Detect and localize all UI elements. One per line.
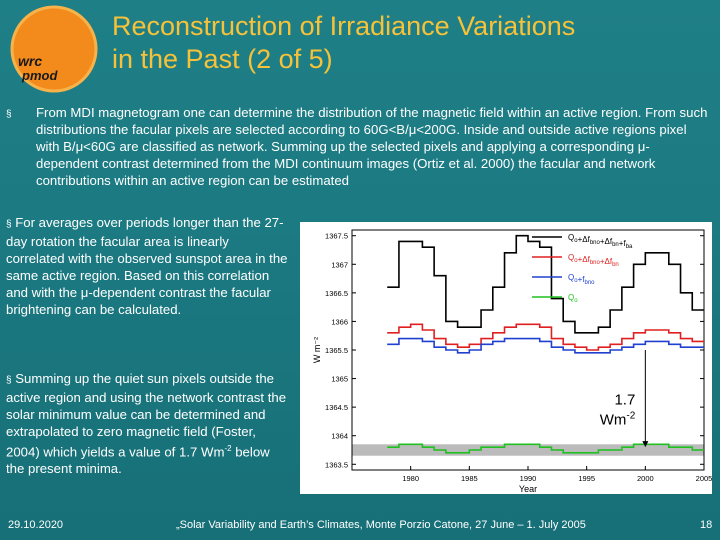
x-tick-label: 1995	[578, 474, 595, 483]
legend-text: Q	[568, 273, 574, 282]
legend-entry-1: Qo+Δfbno+Δfbn	[568, 253, 619, 268]
bullet-text-b: below the present minima.	[6, 444, 270, 477]
bullet-text: From MDI magnetogram one can determine t…	[36, 105, 708, 188]
bullet-text: For averages over periods longer than th…	[6, 215, 288, 317]
x-axis-label: Year	[519, 484, 537, 494]
legend-subscript: bno	[590, 260, 601, 266]
sun-icon	[12, 7, 96, 91]
bullet-mark: §	[6, 219, 12, 230]
footer-conference: „Solar Variability and Earth’s Climates,…	[176, 519, 586, 531]
legend-subscript: o	[574, 238, 578, 244]
annotation-arrow-icon	[642, 441, 649, 448]
legend-subscript: bn	[612, 262, 619, 268]
y-tick-label: 1365.5	[325, 346, 348, 355]
footer-date: 29.10.2020	[8, 519, 64, 531]
y-tick-label: 1366.5	[325, 289, 348, 298]
y-tick-label: 1367.5	[325, 232, 348, 241]
title-line-1: Reconstruction of Irradiance Variations	[112, 11, 576, 41]
y-tick-label: 1366	[331, 317, 348, 326]
plot-frame	[351, 229, 705, 471]
x-tick-label: 1985	[461, 474, 478, 483]
x-tick-label: 2000	[637, 474, 654, 483]
title-line-2: in the Past (2 of 5)	[112, 44, 333, 74]
bullet-text-sup: -2	[224, 444, 232, 453]
legend-text: Q	[568, 253, 574, 262]
bullet-facular-correlation: § For averages over periods longer than …	[6, 214, 291, 318]
bullet-magnetogram: § From MDI magnetogram one can determine…	[6, 104, 714, 188]
minimum-band	[352, 444, 704, 456]
slide-title: Reconstruction of Irradiance Variations …	[112, 10, 712, 76]
y-tick-label: 1363.5	[325, 460, 348, 469]
legend-subscript: bn	[612, 242, 619, 248]
series-line-1	[387, 323, 704, 351]
legend-subscript: o	[574, 258, 578, 264]
legend-subscript: o	[574, 298, 578, 304]
series-line-0	[387, 234, 704, 334]
legend-text: +Δf	[578, 235, 591, 244]
logo-text-pmod: pmod	[21, 68, 58, 83]
legend-subscript: bno	[584, 280, 595, 286]
y-tick-label: 1367	[331, 260, 348, 269]
y-tick-label: 1364.5	[325, 403, 348, 412]
y-tick-label: 1365	[331, 375, 348, 384]
legend-text: +f	[578, 275, 586, 284]
annotation-unit-sup: -2	[626, 410, 635, 421]
logo-text-wrc: wrc	[18, 53, 42, 69]
legend-text: +f	[619, 239, 627, 248]
footer-page-number: 18	[700, 519, 713, 531]
legend-subscript: ba	[626, 244, 633, 250]
legend-text: Q	[568, 233, 574, 242]
bullet-mark: §	[6, 375, 12, 386]
bullet-text-a: Summing up the quiet sun pixels outside …	[6, 371, 287, 460]
irradiance-chart: 1363.5 1364 1364.5 1365 1365.5 1366 1366.5 1367…	[300, 222, 712, 494]
y-axis-label: W m⁻²	[312, 337, 322, 363]
legend-text: Q	[568, 293, 574, 302]
legend-text: +Δf	[600, 257, 613, 266]
series-line-2	[387, 337, 704, 354]
legend-subscript: bno	[590, 240, 601, 246]
x-tick-label: 1990	[520, 474, 537, 483]
annotation-value: 1.7	[614, 391, 635, 408]
pmod-wrc-logo: wrc pmod	[10, 5, 98, 93]
y-tick-label: 1364	[331, 432, 348, 441]
x-tick-label: 1980	[402, 474, 419, 483]
legend-entry-3: Qo	[568, 293, 578, 304]
bullet-quiet-sun: § Summing up the quiet sun pixels outsid…	[6, 370, 291, 477]
legend-text: +Δf	[600, 237, 613, 246]
legend-subscript: o	[574, 278, 578, 284]
annotation-unit: Wm-2	[600, 410, 636, 428]
legend-text: +Δf	[578, 255, 591, 264]
legend-entry-0: Qo+Δfbno+Δfbn+fba	[568, 233, 633, 250]
legend-entry-2: Qo+fbno	[568, 273, 595, 286]
bullet-mark: §	[6, 109, 12, 120]
x-tick-label: 2005	[696, 474, 712, 483]
